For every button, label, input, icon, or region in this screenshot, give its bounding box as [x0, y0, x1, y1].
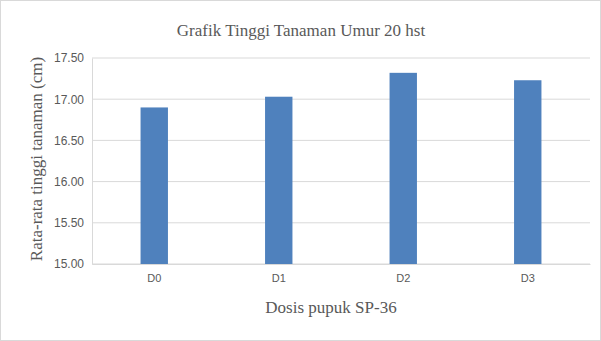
y-tick: 15.50	[54, 216, 92, 230]
bar	[390, 73, 417, 264]
x-tick-label: D3	[521, 272, 535, 284]
bar	[514, 80, 541, 264]
grid-line	[92, 58, 590, 59]
y-tick: 16.00	[54, 175, 92, 189]
x-tick-label: D0	[147, 272, 161, 284]
y-tick: 16.50	[54, 134, 92, 148]
y-tick-label: 15.00	[54, 257, 84, 271]
x-tick-label: D2	[396, 272, 410, 284]
title: Grafik Tinggi Tanaman Umur 20 hst	[177, 21, 426, 40]
x-axis-title: Dosis pupuk SP-36	[265, 298, 396, 317]
y-tick: 17.00	[54, 93, 92, 107]
x-tick-label: D1	[272, 272, 286, 284]
y-axis-line	[92, 59, 93, 265]
x-axis: D0 D1 D2 D3	[93, 264, 591, 284]
x-tick: D2	[396, 264, 410, 284]
y-tick-label: 16.00	[54, 175, 84, 189]
grid	[92, 58, 590, 264]
y-tick-label: 15.50	[54, 216, 84, 230]
x-axis-line	[93, 264, 591, 265]
y-tick: 15.00	[54, 257, 92, 271]
x-tick: D0	[147, 264, 161, 284]
y-tick: 17.50	[54, 51, 92, 65]
y-axis: 15.00 15.50 16.00 16.50 17.00 17.50	[54, 51, 93, 271]
bars	[141, 73, 542, 264]
x-tick: D1	[272, 264, 286, 284]
chart-border	[1, 1, 601, 341]
chart: 15.00 15.50 16.00 16.50 17.00 17.50 D0 D1 D2 D3 Gr…	[0, 0, 601, 341]
y-tick-label: 16.50	[54, 134, 84, 148]
y-axis-title: Rata-rata tinggi tanaman (cm)	[27, 57, 46, 261]
bar	[141, 107, 168, 264]
x-tick: D3	[521, 264, 535, 284]
bar	[265, 97, 292, 264]
y-tick-label: 17.00	[54, 93, 84, 107]
y-tick-label: 17.50	[54, 51, 84, 65]
